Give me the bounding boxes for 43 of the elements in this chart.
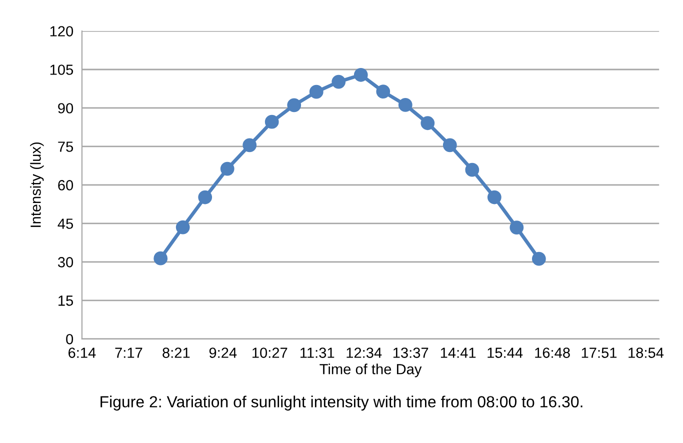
x-tick-label: 16:48: [535, 348, 570, 358]
x-tick-label: 8:21: [162, 348, 190, 358]
y-tick-label: 30: [58, 257, 74, 268]
x-tick-label: 9:24: [209, 348, 237, 358]
x-tick-label: 6:14: [68, 348, 96, 358]
x-tick-label: 10:27: [252, 348, 288, 358]
y-tick-label: 0: [66, 334, 74, 344]
point: [354, 68, 368, 82]
y-tick-label: 45: [58, 218, 74, 229]
y-tick-label: 15: [58, 296, 74, 306]
point: [532, 252, 546, 266]
x-tick-label: 12:34: [346, 348, 382, 358]
caption: Figure 2: Variation of sunlight intensity with time from 08:00 to 16.30.: [100, 396, 582, 411]
point: [420, 116, 435, 130]
x-tick-label: 11:31: [300, 348, 334, 358]
point: [242, 138, 257, 152]
y-tick-label: 105: [50, 64, 74, 75]
y-tick-label: 90: [58, 103, 74, 114]
point: [154, 251, 168, 266]
point: [376, 84, 390, 99]
x-tick-label: 7:17: [115, 348, 142, 358]
point: [309, 84, 324, 99]
x-tick-label: 13:37: [393, 348, 428, 358]
y-tick-label: 120: [50, 26, 74, 36]
point: [487, 190, 502, 204]
point: [398, 98, 412, 112]
point: [176, 220, 190, 234]
x-tick-label: 18:54: [628, 348, 664, 358]
y-tick-label: 75: [58, 142, 74, 152]
x-tick-label: 14:41: [440, 348, 476, 358]
point: [198, 190, 212, 204]
point: [287, 98, 302, 112]
point: [332, 74, 346, 89]
x-tick-label: 17:51: [582, 348, 617, 358]
y-axis-title: Intensity (lux): [30, 142, 44, 227]
point: [510, 220, 524, 234]
y-tick-label: 60: [58, 180, 74, 190]
point: [442, 138, 457, 152]
x-axis-title: Time of the Day: [320, 364, 422, 378]
point: [264, 114, 279, 129]
x-tick-label: 15:44: [488, 348, 523, 358]
point: [465, 162, 480, 177]
point: [220, 162, 234, 176]
